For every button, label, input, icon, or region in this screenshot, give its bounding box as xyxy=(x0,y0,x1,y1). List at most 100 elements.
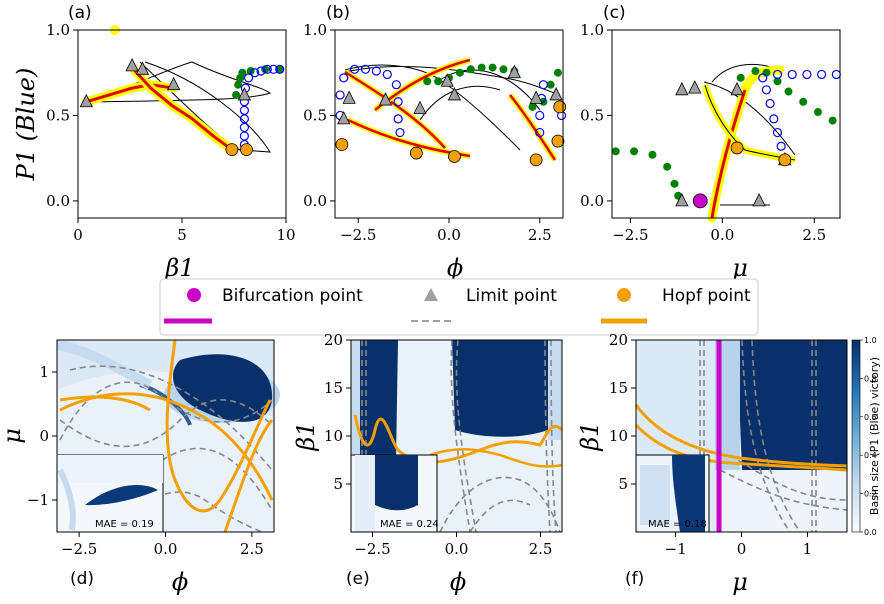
panel-a-green-point xyxy=(234,80,243,89)
panel-c-green-point xyxy=(799,97,808,106)
colorbar-ticks: 0.0 0.2 0.4 0.6 0.8 1.0 xyxy=(860,336,877,537)
colorbar-tick-label: 0.4 xyxy=(864,451,877,460)
panel-c-label: (c) xyxy=(603,3,626,23)
ytick-label: 1 xyxy=(39,363,49,381)
panel-c-stable-branch xyxy=(710,89,747,219)
panel-b-blue-point xyxy=(535,127,545,138)
panel-b-blue-point xyxy=(535,110,545,121)
legend-limit-marker xyxy=(424,288,438,301)
panel-b-hopf-point xyxy=(335,138,349,151)
panel-b-blue-point xyxy=(391,80,401,90)
panel-c-green-point xyxy=(828,116,837,125)
panel-c-green-point xyxy=(773,77,782,86)
panel-c-blue-point xyxy=(802,69,812,80)
panel-c-green-point xyxy=(736,73,745,82)
panel-b-green-point xyxy=(546,80,555,89)
panel-a-green-point xyxy=(238,68,247,77)
panel-c-xtick-label: −2.5 xyxy=(612,226,648,244)
ytick-label: 15 xyxy=(609,379,628,397)
panel-b-limit-point xyxy=(529,90,543,104)
panel-a-label: (a) xyxy=(68,3,92,23)
panel-c-green-point xyxy=(784,87,793,96)
panel-b-limit-point xyxy=(342,90,356,104)
panel-a-blue-point xyxy=(243,73,254,83)
panel-e: MAE = 0.24 −2.5 0.0 2.5 5 10 15 20 ϕ β1 (e) xyxy=(292,331,564,596)
colorbar-tick-label: 0.6 xyxy=(864,413,877,422)
panel-b-limit-point xyxy=(447,87,462,101)
panel-b-plot xyxy=(335,57,567,167)
panel-f-inset: MAE = 0.18 xyxy=(635,454,710,533)
colorbar-tick-label: 0.0 xyxy=(864,528,877,537)
panel-b-blue-point xyxy=(371,66,381,76)
panel-f-ylabel: β1 xyxy=(576,421,604,451)
panel-d-ticks: −2.5 0.0 2.5 −1 0 1 xyxy=(27,363,264,558)
panel-c-limit-point xyxy=(752,193,766,207)
panel-c-ytick-label: 1.0 xyxy=(580,21,604,39)
panel-c-blue-point xyxy=(772,69,783,80)
panel-a-blue-point xyxy=(262,64,272,74)
panel-b-xtick-label: 0.0 xyxy=(437,226,461,244)
panel-e-ticks: −2.5 0.0 2.5 5 10 15 20 xyxy=(324,331,553,558)
panel-b-blue-point xyxy=(339,73,349,83)
panel-b-green-point xyxy=(466,65,475,74)
panel-c-ytick-label: 0.0 xyxy=(580,192,604,210)
ytick-label: 15 xyxy=(324,379,343,397)
panel-c-blue-point xyxy=(817,69,827,80)
panel-a-hopf-point xyxy=(240,143,253,157)
xtick-label: −1 xyxy=(665,540,687,558)
panel-b-green-point xyxy=(455,68,464,77)
panel-a-orbit xyxy=(139,61,271,153)
panel-c-ticks: −2.5 0.0 2.5 0.0 0.5 1.0 xyxy=(580,21,826,244)
panel-d-ylabel: μ xyxy=(0,428,26,444)
xtick-label: 0.0 xyxy=(445,540,469,558)
panel-a-stable-branch-0 xyxy=(84,83,176,104)
ytick-label: 10 xyxy=(609,427,628,445)
panel-b-ytick-label: 0.0 xyxy=(303,192,327,210)
panel-f-label: (f) xyxy=(625,569,644,589)
panel-a-blue-point xyxy=(268,64,279,74)
panel-b-label: (b) xyxy=(326,3,350,23)
panel-c-plot xyxy=(611,63,841,223)
panel-b-hopf-point xyxy=(551,134,565,148)
panel-b-limit-point xyxy=(413,100,427,115)
legend-hopf-label: Hopf point xyxy=(662,286,751,306)
ytick-label: 10 xyxy=(324,427,343,445)
panel-c-xtick-label: 0.0 xyxy=(710,226,734,244)
panel-b-blue-point xyxy=(395,127,405,138)
panel-a-limit-point xyxy=(135,61,150,75)
panel-c-stable-halo xyxy=(701,84,796,164)
legend-bifurcation-marker xyxy=(187,288,201,302)
panel-b-xtick-label: 2.5 xyxy=(528,226,552,244)
panel-c-green-point xyxy=(813,108,822,117)
colorbar-tick-label: 1.0 xyxy=(864,336,877,345)
panel-c-hopf-point xyxy=(778,153,792,167)
panel-d-mae: MAE = 0.19 xyxy=(95,519,154,530)
panel-c-limit-point xyxy=(675,81,689,96)
panel-c-blue-point xyxy=(787,69,797,80)
panel-b-blue-point xyxy=(360,64,371,74)
legend: Bifurcation point Limit point Hopf point xyxy=(159,278,759,336)
panel-e-inset: MAE = 0.24 xyxy=(350,454,439,533)
panel-b-limit-point xyxy=(378,92,393,106)
panel-b: (b) −2.5 0.0 2.5 0.0 0.5 1.0 ϕ xyxy=(303,3,567,282)
panel-b-limit-point xyxy=(507,64,521,79)
panel-e-mae: MAE = 0.24 xyxy=(380,519,439,530)
panel-a-blue-point xyxy=(250,68,260,78)
legend-limit-label: Limit point xyxy=(466,286,557,306)
panel-e-ylabel: β1 xyxy=(292,421,320,451)
panel-f-mae: MAE = 0.18 xyxy=(648,519,707,530)
panel-b-limit-point xyxy=(440,73,454,87)
panel-d-xlabel: ϕ xyxy=(172,568,188,596)
panel-b-blue-point xyxy=(393,97,403,107)
panel-f-xlabel: μ xyxy=(732,568,748,596)
panel-b-hopf-point xyxy=(553,100,567,114)
ytick-label: 20 xyxy=(324,331,343,349)
panel-b-ytick-label: 0.5 xyxy=(303,106,327,124)
legend-bifurcation-label: Bifurcation point xyxy=(222,286,363,306)
panel-c-green-point xyxy=(663,162,672,171)
panel-c-xtick-label: 2.5 xyxy=(802,226,826,244)
xtick-label: 0 xyxy=(737,540,747,558)
ytick-label: −1 xyxy=(27,491,49,509)
panel-e-label: (e) xyxy=(346,569,370,589)
